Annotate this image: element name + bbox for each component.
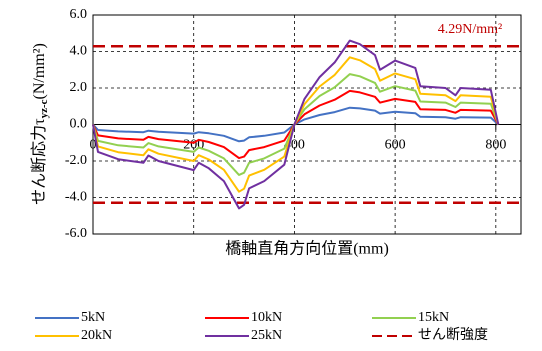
y-tick-label: 0.0 bbox=[70, 117, 88, 132]
x-axis-label: 橋軸直角方向位置(mm) bbox=[225, 240, 389, 258]
y-tick-label: 6.0 bbox=[70, 7, 88, 22]
legend-label: 5kN bbox=[81, 310, 105, 325]
y-label-tail: (N/mm²) bbox=[31, 43, 48, 99]
y-tick-label: -2.0 bbox=[65, 153, 87, 168]
x-tick-label: 0 bbox=[90, 138, 97, 153]
legend-label: せん断強度 bbox=[418, 327, 488, 343]
legend-label: 25kN bbox=[251, 328, 282, 343]
y-tick-label: -4.0 bbox=[65, 190, 87, 205]
y-tick-label: 2.0 bbox=[70, 80, 88, 95]
series-line bbox=[92, 39, 500, 210]
x-tick-label: 600 bbox=[385, 138, 406, 153]
legend-label: 15kN bbox=[418, 310, 449, 325]
legend-label: 10kN bbox=[251, 310, 282, 325]
y-tick-label: 4.0 bbox=[70, 44, 88, 59]
y-axis-label: せん断応力τyz-c(N/mm²) bbox=[30, 43, 50, 205]
y-tick-label: -6.0 bbox=[65, 226, 87, 241]
y-label-sub: yz-c bbox=[38, 99, 50, 118]
x-tick-label: 800 bbox=[485, 138, 506, 153]
legend-label: 20kN bbox=[81, 328, 112, 343]
y-label-main: せん断応力τ bbox=[30, 118, 48, 205]
annotation: 4.29N/mm² bbox=[438, 22, 502, 37]
